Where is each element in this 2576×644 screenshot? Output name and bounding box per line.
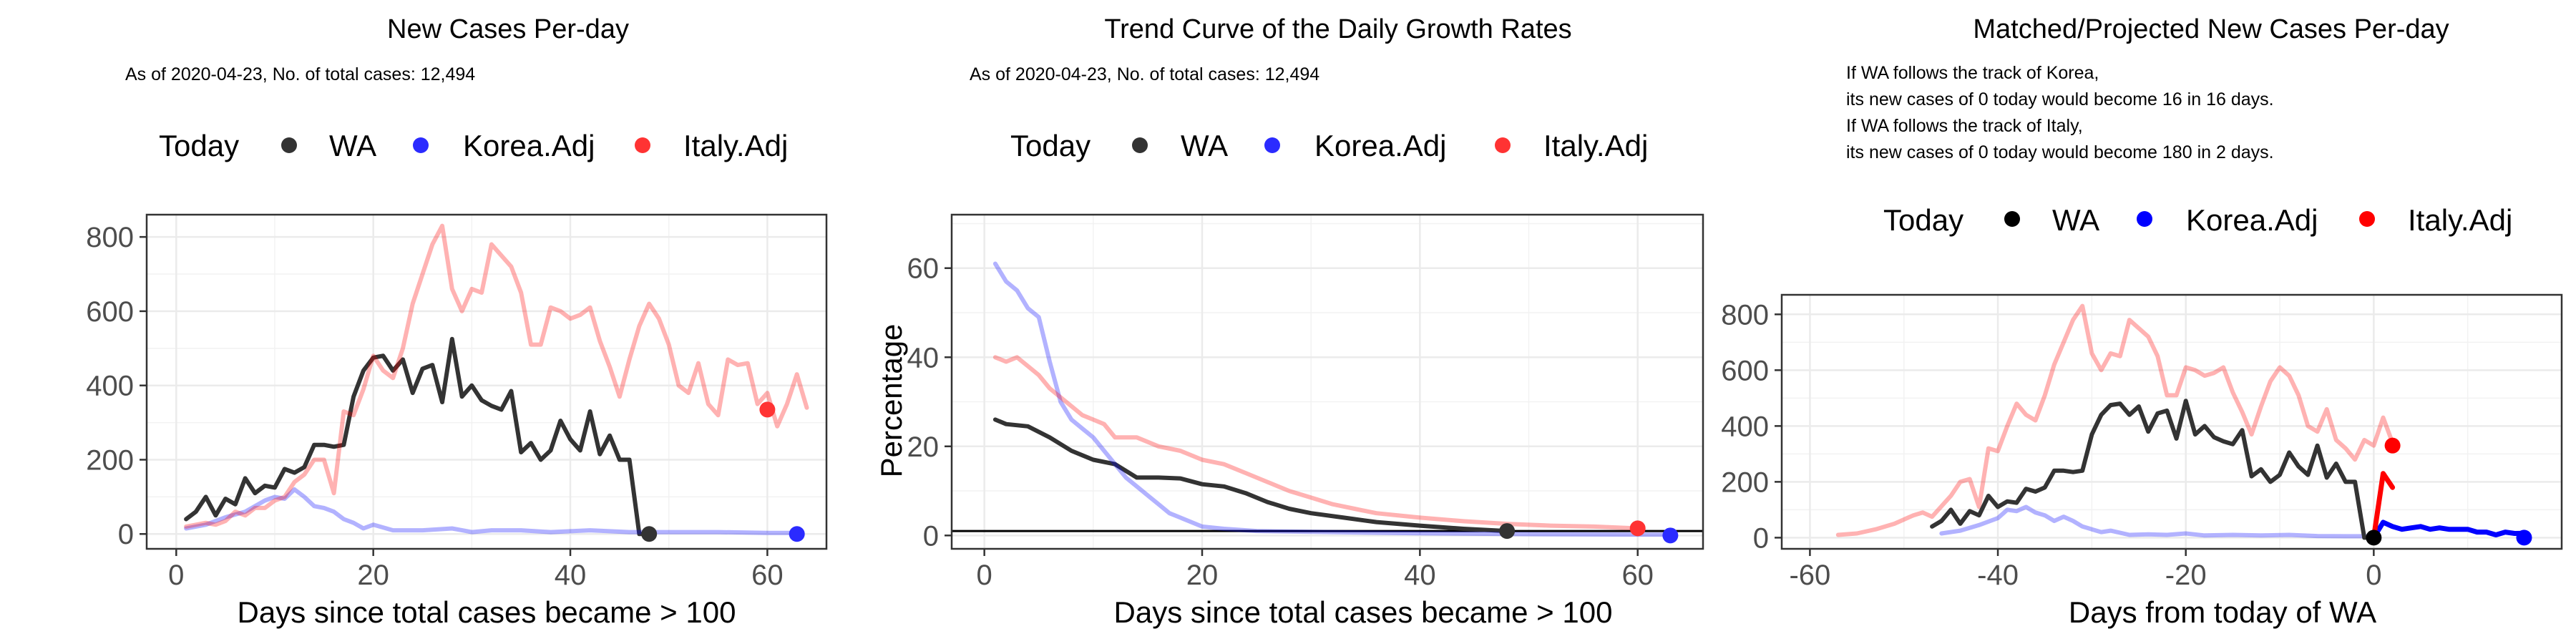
- panel-2-today-point-italy-adj: [1629, 520, 1646, 537]
- panel-2-legend-label-italy: Italy.Adj: [1543, 129, 1648, 162]
- panel-1-x-tick-label: 60: [751, 560, 784, 591]
- panel-1-x-tick-label: 0: [168, 560, 184, 591]
- panel-3-today-point-italy-adj: [2384, 437, 2401, 454]
- panel-2-x-tick-label: 20: [1186, 560, 1219, 591]
- panel-2-plot: 0 20 40 60 0 20 40 60: [907, 213, 1704, 591]
- panel-3-x-tick-label: -20: [2165, 560, 2207, 591]
- panel-2-legend-title: Today: [1010, 129, 1091, 162]
- panel-3-legend-title: Today: [1883, 203, 1963, 237]
- panel-2-x-tick-label: 40: [1404, 560, 1436, 591]
- panel-2-today-point-wa: [1499, 523, 1516, 540]
- panel-3-today-point-wa: [2366, 530, 2382, 546]
- panel-1-y-tick-label: 600: [86, 296, 134, 328]
- panel-1-legend-title: Today: [159, 129, 239, 162]
- panel-1-x-tick-label: 20: [357, 560, 389, 591]
- panel-1-legend: Today WA Korea.Adj Italy.Adj: [159, 129, 788, 162]
- panel-3-legend-key-italy: [2359, 211, 2375, 227]
- panel-1-series-korea-adj: [184, 487, 799, 535]
- panel-2-legend: Today WA Korea.Adj Italy.Adj: [1010, 129, 1648, 162]
- panel-1-legend-key-korea: [413, 137, 429, 153]
- panel-3-x-axis-title: Days from today of WA: [2069, 595, 2376, 629]
- panel-3-legend-label-wa: WA: [2052, 203, 2099, 237]
- panel-3-y-tick-label: 200: [1721, 467, 1769, 498]
- panel-2-y-tick-label: 60: [907, 253, 940, 285]
- panel-2-today-point-korea-adj: [1662, 527, 1679, 544]
- panel-1-y-tick-label: 800: [86, 222, 134, 253]
- panel-1-legend-label-korea: Korea.Adj: [463, 129, 595, 162]
- panel-projected-cases: Matched/Projected New Cases Per-day If W…: [1721, 14, 2563, 629]
- panel-3-plot-border: [1780, 293, 2563, 550]
- panel-3-series-korea-adj-projected: [2371, 519, 2527, 540]
- panel-1-series-wa: [184, 336, 652, 537]
- panel-2-y-axis-title: Percentage: [874, 324, 908, 478]
- panel-1-y-tick-label: 400: [86, 371, 134, 402]
- panel-3-subtitle-line-2: its new cases of 0 today would become 16…: [1846, 89, 2274, 109]
- panel-3-y-tick-label: 600: [1721, 355, 1769, 386]
- panel-1-legend-key-wa: [281, 137, 297, 153]
- panel-3-y-tick-label: 800: [1721, 299, 1769, 331]
- panel-2-x-tick-label: 0: [977, 560, 992, 591]
- panel-1-title: New Cases Per-day: [387, 14, 629, 44]
- panel-1-today-point-wa: [641, 526, 658, 542]
- panel-2-y-tick-label: 0: [923, 520, 939, 552]
- panel-3-series-korea-adj: [1939, 504, 2376, 539]
- panel-3-x-tick-label: -60: [1789, 560, 1830, 591]
- panel-2-title: Trend Curve of the Daily Growth Rates: [1104, 14, 1571, 44]
- panel-2-x-axis-title: Days since total cases became > 100: [1114, 595, 1613, 629]
- panel-1-legend-label-wa: WA: [329, 129, 376, 162]
- panel-3-legend-key-wa: [2004, 211, 2020, 227]
- panel-2-series-wa: [992, 417, 1510, 534]
- panel-2-subtitle: As of 2020-04-23, No. of total cases: 12…: [970, 64, 1319, 84]
- panel-3-x-tick-label: -40: [1977, 560, 2019, 591]
- panel-1-subtitle: As of 2020-04-23, No. of total cases: 12…: [125, 64, 475, 84]
- panel-2-series-korea-adj: [992, 261, 1673, 537]
- panel-3-y-tick-label: 400: [1721, 411, 1769, 442]
- panel-growth-rates: Trend Curve of the Daily Growth Rates As…: [874, 14, 1704, 629]
- panel-1-y-tick-label: 200: [86, 444, 134, 476]
- panel-1-series-italy-adj: [184, 223, 809, 529]
- panel-1-legend-label-italy: Italy.Adj: [683, 129, 788, 162]
- panel-2-y-tick-label: 40: [907, 342, 940, 374]
- panel-2-legend-key-italy: [1495, 137, 1511, 153]
- panel-2-legend-label-wa: WA: [1181, 129, 1228, 162]
- panel-3-legend-key-korea: [2137, 211, 2152, 227]
- panel-3-plot: -60 -40 -20 0 0 200 400 600 800: [1721, 293, 2563, 591]
- panel-2-y-tick-label: 20: [907, 431, 940, 463]
- panel-3-subtitle-line-4: its new cases of 0 today would become 18…: [1846, 142, 2274, 162]
- panel-3-subtitle-line-1: If WA follows the track of Korea,: [1846, 63, 2099, 83]
- panel-1-today-point-korea-adj: [789, 526, 805, 542]
- panel-2-plot-border: [950, 213, 1704, 550]
- panel-3-y-tick-label: 0: [1753, 522, 1769, 554]
- panel-1-legend-key-italy: [635, 137, 650, 153]
- panel-2-x-tick-label: 60: [1621, 560, 1654, 591]
- panel-new-cases: New Cases Per-day As of 2020-04-23, No. …: [86, 14, 828, 629]
- panel-3-legend-label-korea: Korea.Adj: [2186, 203, 2318, 237]
- panel-3-x-tick-label: 0: [2366, 560, 2381, 591]
- panel-1-y-tick-label: 0: [118, 519, 134, 550]
- panel-2-series-italy-adj: [992, 355, 1640, 531]
- panel-2-legend-key-korea: [1264, 137, 1280, 153]
- panel-2-legend-label-korea: Korea.Adj: [1314, 129, 1446, 162]
- panel-3-legend: Today WA Korea.Adj Italy.Adj: [1883, 203, 2512, 237]
- panel-1-today-point-italy-adj: [759, 401, 776, 418]
- panel-3-subtitle-line-3: If WA follows the track of Italy,: [1846, 116, 2083, 136]
- panel-1-plot-border: [145, 213, 828, 550]
- panel-1-x-tick-label: 40: [555, 560, 587, 591]
- panel-1-x-axis-title: Days since total cases became > 100: [238, 595, 736, 629]
- panel-3-title: Matched/Projected New Cases Per-day: [1973, 14, 2449, 44]
- panel-3-series-italy-adj: [1835, 303, 2395, 537]
- panel-3-series-wa: [1930, 399, 2376, 540]
- panel-2-legend-key-wa: [1132, 137, 1148, 153]
- panel-3-series-italy-adj-projected: [2371, 471, 2396, 540]
- panel-3-today-point-korea-adj: [2516, 530, 2532, 546]
- panel-3-legend-label-italy: Italy.Adj: [2408, 203, 2512, 237]
